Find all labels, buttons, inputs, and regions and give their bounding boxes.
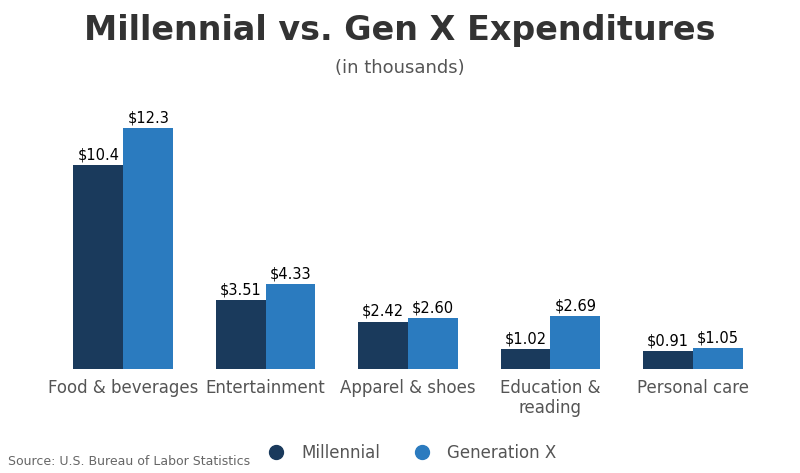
Text: Millennial vs. Gen X Expenditures: Millennial vs. Gen X Expenditures	[84, 14, 716, 47]
Text: $2.42: $2.42	[362, 304, 404, 319]
Bar	[266, 284, 315, 369]
Bar	[550, 316, 600, 369]
Text: (in thousands): (in thousands)	[335, 59, 465, 77]
Legend: Millennial, Generation X: Millennial, Generation X	[253, 437, 563, 468]
Bar	[693, 349, 742, 369]
Text: $0.91: $0.91	[647, 333, 689, 348]
Text: $10.4: $10.4	[78, 148, 119, 162]
Text: $2.69: $2.69	[554, 298, 596, 313]
Bar	[408, 318, 458, 369]
Text: $1.02: $1.02	[504, 331, 546, 346]
Bar	[501, 349, 550, 369]
Bar	[643, 351, 693, 369]
Text: Source: U.S. Bureau of Labor Statistics: Source: U.S. Bureau of Labor Statistics	[8, 455, 250, 468]
Bar	[358, 322, 408, 369]
Text: $2.60: $2.60	[412, 300, 454, 315]
Bar	[74, 166, 123, 369]
Text: $12.3: $12.3	[127, 110, 169, 125]
Text: $1.05: $1.05	[697, 331, 738, 345]
Text: $4.33: $4.33	[270, 266, 311, 281]
Bar	[123, 128, 173, 369]
Bar	[216, 300, 266, 369]
Text: $3.51: $3.51	[220, 282, 262, 298]
